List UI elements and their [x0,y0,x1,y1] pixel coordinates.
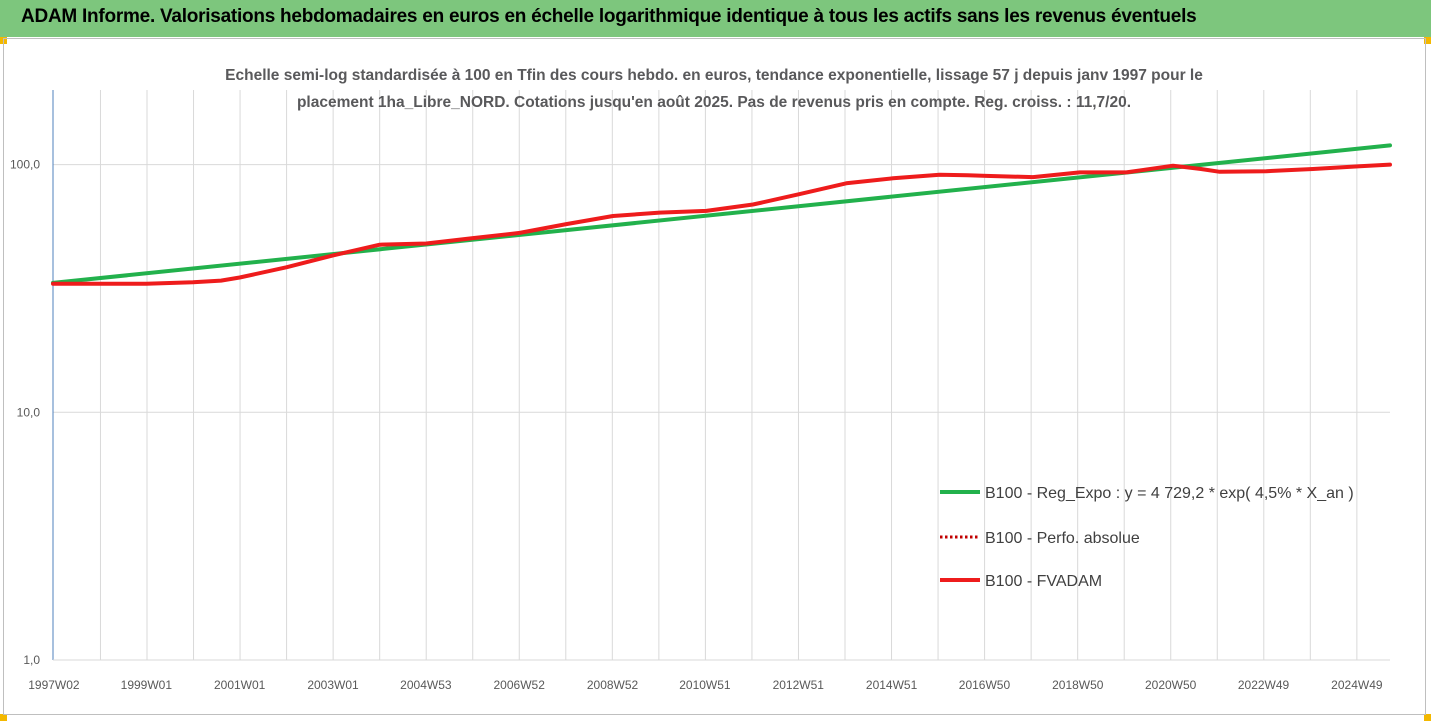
legend: B100 - Reg_Expo : y = 4 729,2 * exp( 4,5… [940,485,1354,590]
y-tick-label-0: 1,0 [23,653,40,667]
chart-title-line-2: placement 1ha_Libre_NORD. Cotations jusq… [297,94,1131,111]
chart-frame [3,38,1426,715]
corner-marker-bottom-left [0,714,7,721]
legend-label-regression: B100 - Reg_Expo : y = 4 729,2 * exp( 4,5… [985,485,1354,502]
series-line-perf-absolue [51,163,1392,286]
x-tick-label-9: 2014W51 [866,678,918,692]
x-tick-label-1: 1999W01 [121,678,173,692]
y-tick-label-2: 100,0 [10,158,40,172]
legend-label-perf-absolue: B100 - Perfo. absolue [985,530,1140,547]
chart-title: Echelle semi-log standardisée à 100 en T… [225,67,1203,111]
corner-marker-bottom-right [1424,714,1431,721]
series-layer [51,143,1392,286]
y-tick-label-1: 10,0 [17,405,41,419]
x-tick-label-11: 2018W50 [1052,678,1104,692]
report-title: ADAM Informe. Valorisations hebdomadaire… [21,6,1197,27]
x-tick-label-4: 2004W53 [400,678,452,692]
x-tick-label-0: 1997W02 [28,678,80,692]
x-tick-label-12: 2020W50 [1145,678,1197,692]
x-tick-label-2: 2001W01 [214,678,266,692]
corner-marker-right [1424,37,1431,44]
axis-layer: 1,0 10,0 100,0 1997W02 1999W01 2001W01 2003W01… [10,90,1390,692]
x-tick-label-7: 2010W51 [679,678,731,692]
x-tick-label-3: 2003W01 [307,678,359,692]
header-bar: ADAM Informe. Valorisations hebdomadaire… [0,0,1431,37]
grid-layer [53,90,1390,660]
x-tick-label-14: 2024W49 [1331,678,1383,692]
x-tick-label-13: 2022W49 [1238,678,1290,692]
chart-title-line-1: Echelle semi-log standardisée à 100 en T… [225,67,1203,84]
x-tick-label-10: 2016W50 [959,678,1011,692]
legend-label-fvadam: B100 - FVADAM [985,573,1102,590]
x-tick-label-6: 2008W52 [587,678,639,692]
series-line-fvadam [51,162,1392,286]
x-tick-label-5: 2006W52 [494,678,546,692]
x-tick-label-8: 2012W51 [773,678,825,692]
